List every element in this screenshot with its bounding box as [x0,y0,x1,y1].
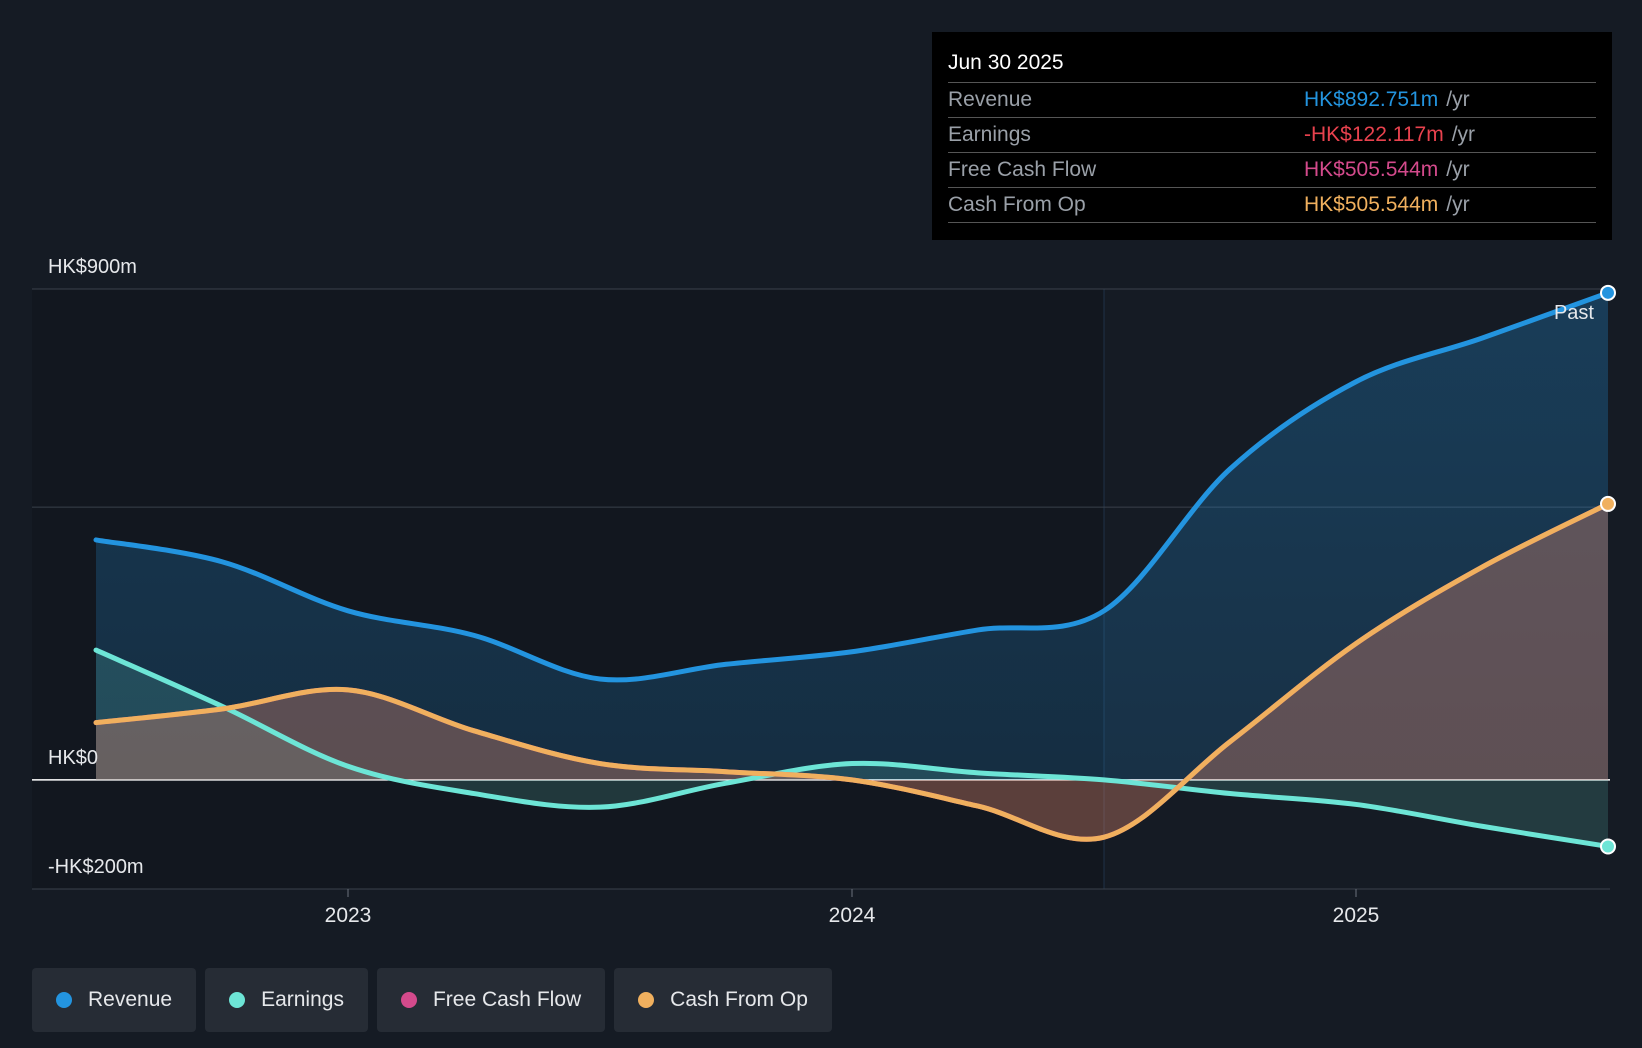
tooltip-row-value: -HK$122.117m [1304,123,1444,146]
point-cash-from-op-end [1600,495,1616,512]
tooltip-row-revenue: Revenue HK$892.751m /yr [948,83,1596,118]
legend-dot-icon [638,992,655,1008]
legend-dot-icon [56,992,72,1008]
tooltip-row-unit: /yr [1446,193,1470,216]
y-axis-label: HK$900m [48,256,137,278]
x-tick-label: 2023 [325,904,372,927]
tooltip-row-value: HK$505.544m [1304,158,1439,181]
tooltip-row-label: Revenue [948,88,1033,111]
tooltip-date: Jun 30 2025 [948,46,1596,83]
area-revenue [96,292,1608,780]
legend-dot-icon [400,992,417,1008]
area-free-cash-flow [96,503,1608,840]
legend-dot-icon [229,992,246,1008]
tooltip-row-value: HK$505.544m [1304,193,1439,216]
tooltip-row-unit: /yr [1451,123,1476,146]
tooltip-row-free-cash-flow: Free Cash Flow HK$505.544m /yr [948,153,1596,188]
y-axis-label: -HK$200m [48,856,144,878]
tooltip-row-cash-from-op: Cash From Op HK$505.544m /yr [948,188,1596,223]
legend-label: Cash From Op [670,988,808,1011]
past-label: Past [1554,302,1594,324]
area-cash-from-op [96,503,1608,840]
legend-item-cash-from-op[interactable]: Cash From Op [614,968,832,1032]
tooltip-row-earnings: Earnings -HK$122.117m /yr [948,118,1596,153]
tooltip-row-label: Earnings [948,123,1031,146]
line-earnings [93,647,1611,849]
legend-label: Revenue [88,988,173,1011]
point-earnings-end [1600,838,1616,855]
tooltip-row-unit: /yr [1446,88,1470,111]
y-axis-label: HK$0 [48,747,98,769]
chart-legend: Revenue Earnings Free Cash Flow Cash Fro… [32,968,832,1032]
line-cash-from-op [93,501,1611,842]
legend-item-earnings[interactable]: Earnings [205,968,368,1032]
tooltip-row-unit: /yr [1446,158,1470,181]
tooltip-row-value: HK$892.751m [1304,88,1439,111]
line-revenue [93,290,1611,683]
point-revenue-end [1600,284,1616,301]
tooltip-panel: Jun 30 2025 Revenue HK$892.751m /yr Earn… [932,32,1612,240]
legend-label: Earnings [261,988,344,1011]
tooltip-row-label: Free Cash Flow [948,158,1097,181]
legend-item-revenue[interactable]: Revenue [32,968,197,1032]
legend-label: Free Cash Flow [432,988,582,1011]
x-tick-label: 2024 [829,904,876,927]
legend-item-free-cash-flow[interactable]: Free Cash Flow [376,968,606,1032]
x-tick-label: 2025 [1333,904,1380,927]
tooltip-row-label: Cash From Op [948,193,1086,216]
